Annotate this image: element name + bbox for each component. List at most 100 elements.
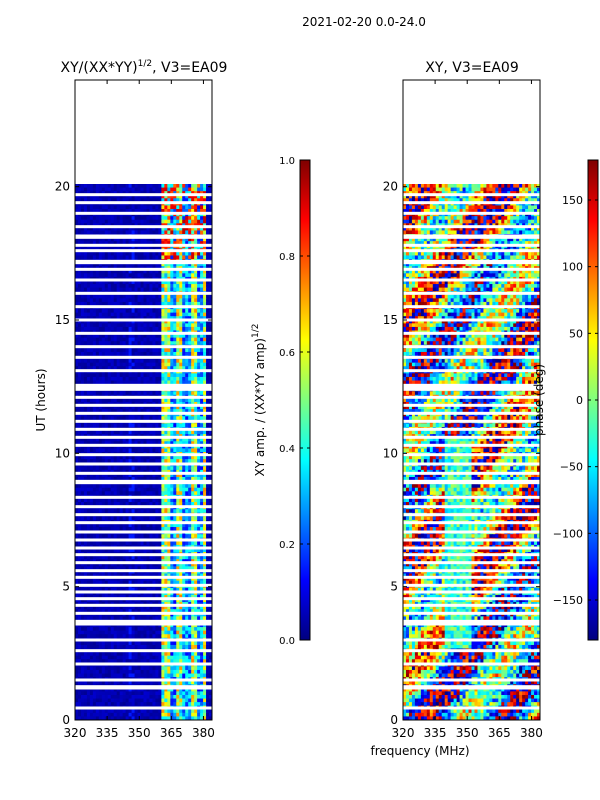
heatmap-cell xyxy=(104,423,109,428)
heatmap-cell xyxy=(110,376,115,382)
heatmap-cell xyxy=(137,205,142,210)
heatmap-cell xyxy=(152,312,157,317)
heatmap-cell xyxy=(122,255,127,260)
heatmap-cell xyxy=(92,198,97,203)
heatmap-cell xyxy=(86,444,91,450)
heatmap-cell xyxy=(116,534,121,539)
heatmap-cell xyxy=(149,391,154,396)
heatmap-cell xyxy=(98,491,103,496)
heatmap-cell xyxy=(179,566,183,571)
heatmap-cell xyxy=(77,301,82,307)
heatmap-cell xyxy=(200,484,204,489)
heatmap-cell xyxy=(200,409,204,414)
heatmap-cell xyxy=(131,441,136,446)
heatmap-cell xyxy=(149,219,154,224)
heatmap-cell xyxy=(104,523,109,528)
heatmap-cell xyxy=(128,376,133,382)
heatmap-cell xyxy=(170,230,174,235)
heatmap-cell xyxy=(149,477,154,482)
heatmap-cell xyxy=(191,262,195,267)
heatmap-cell xyxy=(134,473,139,478)
heatmap-cell xyxy=(75,319,79,324)
heatmap-cell xyxy=(95,209,100,214)
heatmap-cell xyxy=(140,194,145,199)
heatmap-cell xyxy=(203,362,207,367)
heatmap-cell xyxy=(110,323,115,328)
heatmap-cell xyxy=(191,251,195,257)
heatmap-cell xyxy=(128,251,133,257)
heatmap-cell xyxy=(110,487,115,492)
heatmap-cell xyxy=(149,376,154,382)
heatmap-cell xyxy=(80,555,85,560)
heatmap-cell xyxy=(170,255,174,260)
heatmap-cell xyxy=(170,294,174,299)
heatmap-cell xyxy=(161,341,165,346)
heatmap-cell xyxy=(161,484,165,489)
heatmap-cell xyxy=(167,534,171,539)
heatmap-cell xyxy=(110,334,115,339)
heatmap-cell xyxy=(140,230,145,235)
heatmap-cell xyxy=(152,391,157,396)
heatmap-cell xyxy=(203,391,207,396)
heatmap-cell xyxy=(188,219,192,224)
heatmap-cell xyxy=(194,226,198,232)
heatmap-cell xyxy=(179,373,183,378)
heatmap-cell xyxy=(80,241,85,246)
heatmap-cell xyxy=(113,198,118,203)
heatmap-cell xyxy=(191,477,195,482)
heatmap-cell xyxy=(92,498,97,503)
heatmap-cell xyxy=(164,509,168,514)
heatmap-cell xyxy=(149,309,154,314)
heatmap-cell xyxy=(92,527,97,532)
heatmap-cell xyxy=(77,241,82,246)
heatmap-cell xyxy=(167,376,171,382)
heatmap-cell xyxy=(86,209,91,214)
heatmap-cell xyxy=(116,348,121,353)
heatmap-cell xyxy=(155,316,159,321)
heatmap-cell xyxy=(167,548,171,553)
heatmap-cell xyxy=(137,366,142,371)
heatmap-cell xyxy=(149,241,154,246)
heatmap-cell xyxy=(164,391,168,396)
heatmap-cell xyxy=(116,226,121,232)
heatmap-cell xyxy=(101,351,106,357)
heatmap-cell xyxy=(158,373,162,378)
heatmap-cell xyxy=(146,216,151,221)
heatmap-cell xyxy=(107,527,112,532)
heatmap-cell xyxy=(170,362,174,367)
heatmap-cell xyxy=(77,251,82,257)
heatmap-cell xyxy=(89,441,94,446)
heatmap-cell xyxy=(119,444,124,450)
heatmap-cell xyxy=(182,273,186,278)
heatmap-cell xyxy=(152,423,157,428)
heatmap-cell xyxy=(176,441,180,446)
heatmap-cell xyxy=(209,184,212,189)
heatmap-cell xyxy=(134,398,139,403)
heatmap-cell xyxy=(80,509,85,514)
heatmap-cell xyxy=(125,334,130,339)
heatmap-cell xyxy=(176,444,180,450)
heatmap-cell xyxy=(143,341,148,346)
heatmap-cell xyxy=(185,509,189,514)
heatmap-cell xyxy=(113,409,118,414)
heatmap-cell xyxy=(125,216,130,221)
heatmap-cell xyxy=(209,484,212,489)
heatmap-cell xyxy=(161,309,165,314)
heatmap-cell xyxy=(155,216,159,221)
heatmap-cell xyxy=(125,341,130,346)
heatmap-cell xyxy=(167,244,171,249)
heatmap-cell xyxy=(191,194,195,199)
heatmap-cell xyxy=(176,326,180,332)
heatmap-cell xyxy=(146,262,151,267)
heatmap-cell xyxy=(200,541,204,546)
heatmap-cell xyxy=(92,509,97,514)
heatmap-cell xyxy=(80,455,85,460)
heatmap-cell xyxy=(194,337,198,342)
heatmap-cell xyxy=(107,284,112,289)
heatmap-cell xyxy=(206,541,210,546)
heatmap-cell xyxy=(122,316,127,321)
heatmap-cell xyxy=(80,473,85,478)
heatmap-cell xyxy=(173,337,177,342)
heatmap-cell xyxy=(80,527,85,532)
heatmap-cell xyxy=(75,484,79,489)
